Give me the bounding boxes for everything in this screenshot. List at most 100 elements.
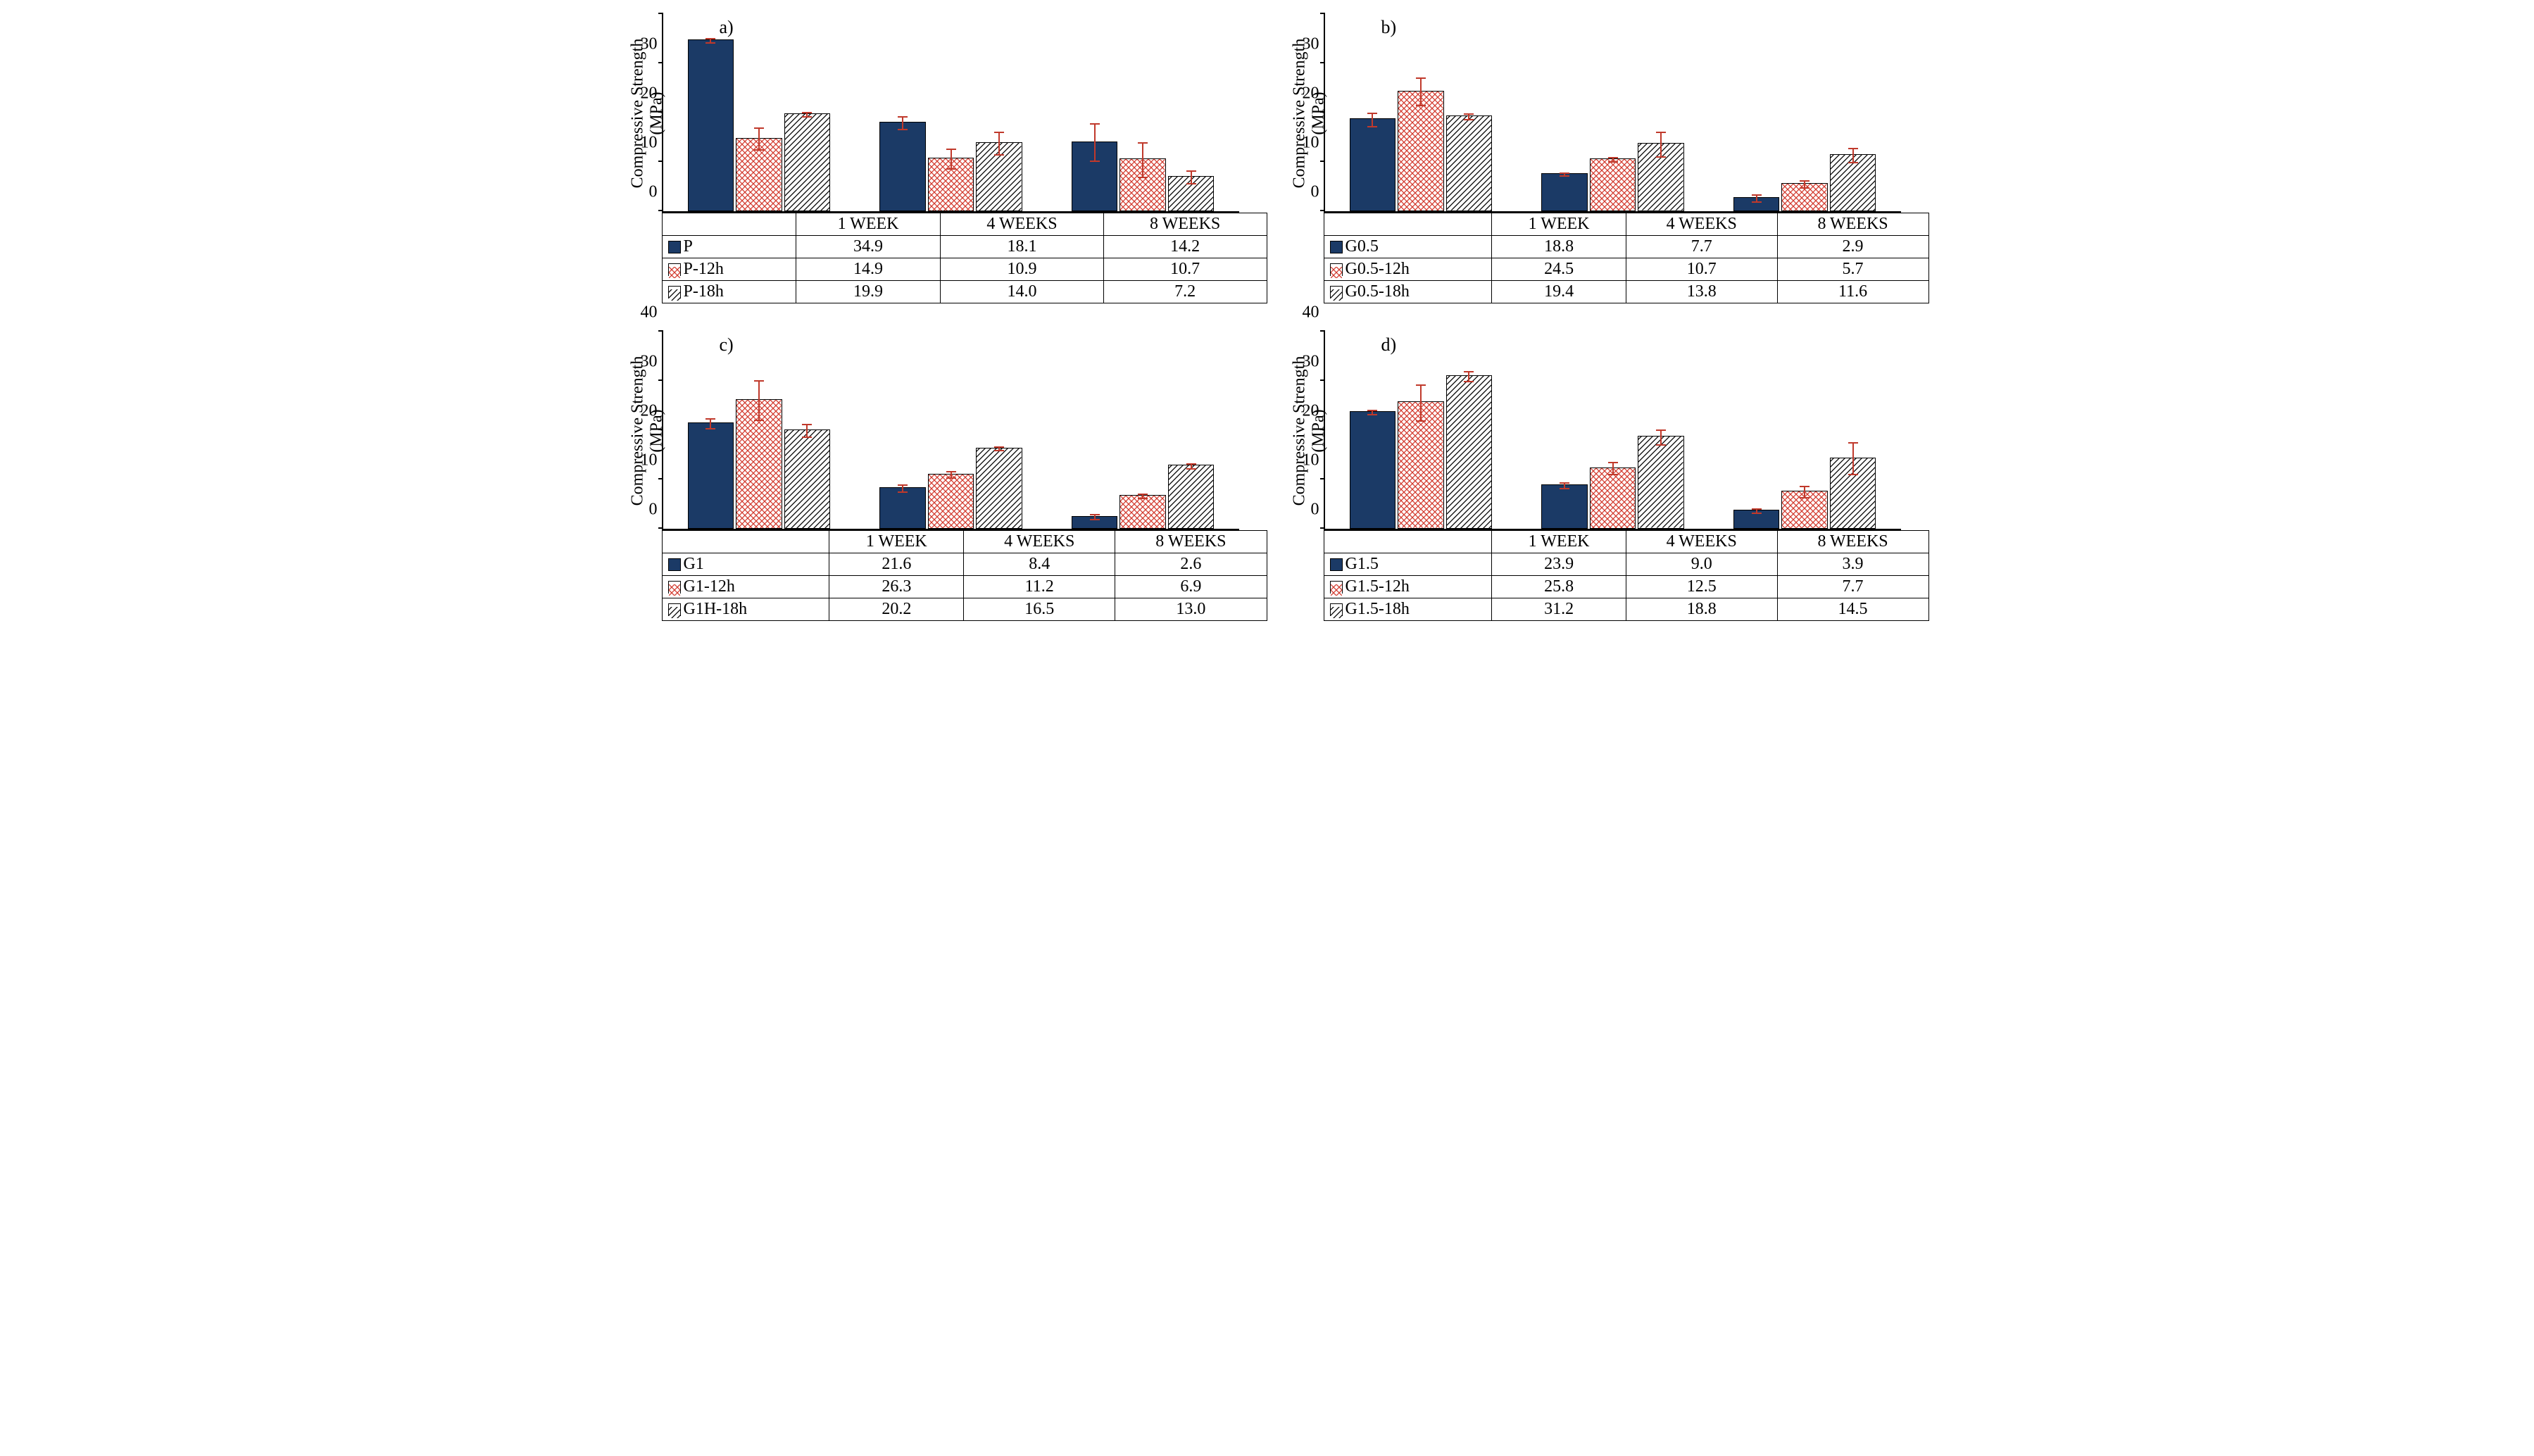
table-cell: 19.4 — [1492, 281, 1626, 303]
table-header-empty — [1324, 531, 1492, 553]
error-cap — [994, 132, 1004, 133]
table-cell: 14.9 — [796, 258, 940, 281]
error-cap — [1752, 508, 1762, 510]
error-bar — [1804, 486, 1805, 496]
error-cap — [1560, 482, 1569, 484]
ytick-mark — [658, 379, 663, 381]
error-cap — [1752, 201, 1762, 203]
bar-group — [1517, 14, 1709, 211]
ytick-mark — [1320, 330, 1325, 332]
table-row: G121.68.42.6 — [662, 553, 1267, 576]
data-table: 1 WEEK4 WEEKS8 WEEKSP34.918.114.2P-12h14… — [662, 213, 1267, 303]
error-bar — [806, 424, 808, 437]
chart-grid: Compressive Strength(MPa)a)0102030401 WE… — [634, 14, 1901, 621]
error-cap — [1138, 498, 1148, 499]
bar-group — [1325, 14, 1517, 211]
table-row: G0.5-12h24.510.75.7 — [1324, 258, 1928, 281]
ytick-mark — [658, 13, 663, 14]
error-cap — [1367, 410, 1377, 411]
error-bar — [1660, 132, 1662, 156]
bar — [1168, 176, 1214, 211]
table-header: 1 WEEK — [829, 531, 964, 553]
error-cap — [1464, 113, 1474, 115]
bar-group — [1709, 14, 1901, 211]
table-header: 1 WEEK — [1492, 213, 1626, 236]
error-bar — [1094, 123, 1096, 161]
bar — [784, 429, 830, 529]
table-row: G0.5-18h19.413.811.6 — [1324, 281, 1928, 303]
ytick-mark — [658, 330, 663, 332]
table-cell: 3.9 — [1777, 553, 1928, 576]
ytick-label: 30 — [628, 35, 658, 54]
series-name: P — [684, 237, 693, 256]
bar — [976, 142, 1022, 211]
bar — [736, 138, 782, 211]
panel-d: Compressive Strength(MPa)d)0102030401 WE… — [1296, 332, 1901, 621]
legend-swatch-cross — [1330, 263, 1343, 276]
bar — [1638, 143, 1683, 211]
ytick-mark — [658, 527, 663, 529]
ytick-label: 20 — [1290, 402, 1319, 421]
error-bar — [1852, 442, 1854, 474]
error-bar — [951, 149, 952, 168]
ytick-mark — [1320, 379, 1325, 381]
table-row: P-12h14.910.910.7 — [662, 258, 1267, 281]
error-cap — [1186, 170, 1196, 172]
series-label-cell: G1H-18h — [662, 598, 829, 621]
error-cap — [1656, 444, 1666, 446]
table-cell: 18.1 — [941, 236, 1104, 258]
legend-swatch-cross — [1330, 581, 1343, 594]
bar — [1446, 375, 1492, 529]
table-header-empty — [1324, 213, 1492, 236]
legend-swatch-cross — [668, 581, 681, 594]
series-name: G1 — [684, 555, 704, 573]
table-cell: 31.2 — [1492, 598, 1626, 621]
bar — [1072, 516, 1117, 529]
table-cell: 9.0 — [1626, 553, 1777, 576]
error-cap — [946, 471, 956, 472]
bar — [1398, 91, 1443, 212]
ytick-mark — [1320, 62, 1325, 63]
error-cap — [1138, 494, 1148, 495]
error-cap — [946, 477, 956, 479]
bar — [1590, 467, 1636, 529]
series-label-cell: G1.5-12h — [1324, 576, 1492, 598]
error-cap — [705, 428, 715, 429]
ytick-mark — [1320, 210, 1325, 211]
legend-swatch-solid — [1330, 241, 1343, 253]
bar — [736, 399, 782, 529]
error-cap — [1560, 172, 1569, 174]
error-cap — [1848, 148, 1858, 149]
data-table: 1 WEEK4 WEEKS8 WEEKSG1.523.99.03.9G1.5-1… — [1324, 530, 1929, 621]
error-cap — [754, 420, 764, 421]
ytick-label: 0 — [1290, 501, 1319, 520]
table-cell: 12.5 — [1626, 576, 1777, 598]
legend-swatch-diag — [1330, 286, 1343, 299]
error-cap — [1367, 126, 1377, 127]
table-header: 4 WEEKS — [964, 531, 1115, 553]
table-cell: 14.0 — [941, 281, 1104, 303]
ytick-label: 40 — [628, 0, 658, 5]
bar — [784, 113, 830, 211]
error-bar — [710, 418, 711, 428]
error-cap — [1656, 156, 1666, 158]
bar-group — [1709, 332, 1901, 529]
ytick-label: 10 — [628, 451, 658, 470]
error-cap — [1800, 187, 1809, 189]
table-header: 8 WEEKS — [1777, 213, 1928, 236]
table-row: G1.523.99.03.9 — [1324, 553, 1928, 576]
table-header: 4 WEEKS — [1626, 531, 1777, 553]
series-label-cell: G1.5-18h — [1324, 598, 1492, 621]
table-cell: 18.8 — [1492, 236, 1626, 258]
bar — [1119, 495, 1165, 529]
table-cell: 10.7 — [1103, 258, 1267, 281]
series-name: G1.5-12h — [1346, 577, 1410, 596]
legend-swatch-solid — [668, 241, 681, 253]
table-cell: 34.9 — [796, 236, 940, 258]
table-cell: 6.9 — [1115, 576, 1267, 598]
error-cap — [802, 112, 812, 113]
table-header-empty — [662, 213, 796, 236]
bar-group — [663, 14, 855, 211]
error-cap — [1464, 119, 1474, 120]
table-cell: 25.8 — [1492, 576, 1626, 598]
